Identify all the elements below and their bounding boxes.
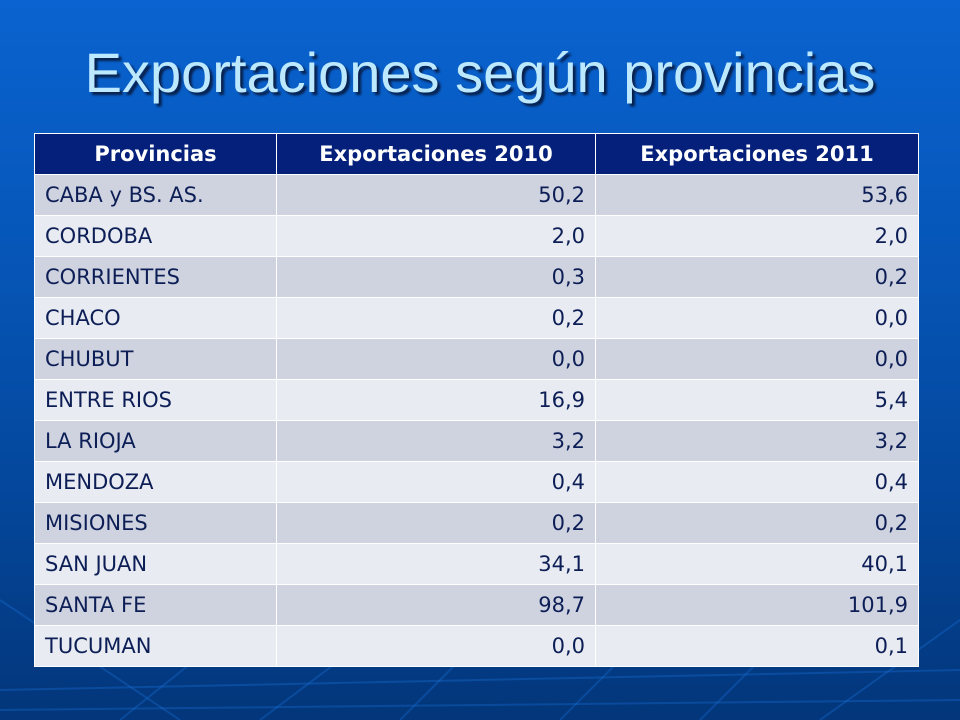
- cell-exp-2011: 0,0: [595, 297, 919, 339]
- cell-exp-2010: 0,2: [276, 297, 596, 339]
- cell-exp-2010: 3,2: [276, 420, 596, 462]
- table-row: CHACO 0,2 0,0: [34, 297, 919, 339]
- table-row: CORRIENTES 0,3 0,2: [34, 256, 919, 298]
- cell-exp-2011: 0,2: [595, 256, 919, 298]
- table-row: MISIONES 0,2 0,2: [34, 502, 919, 544]
- table-row: TUCUMAN 0,0 0,1: [34, 625, 919, 667]
- cell-provincia: TUCUMAN: [34, 625, 277, 667]
- cell-exp-2011: 40,1: [595, 543, 919, 585]
- table-row: SAN JUAN 34,1 40,1: [34, 543, 919, 585]
- cell-exp-2011: 0,4: [595, 461, 919, 503]
- cell-exp-2010: 0,4: [276, 461, 596, 503]
- cell-exp-2011: 53,6: [595, 174, 919, 216]
- cell-exp-2011: 2,0: [595, 215, 919, 257]
- cell-provincia: SANTA FE: [34, 584, 277, 626]
- cell-exp-2011: 0,1: [595, 625, 919, 667]
- cell-exp-2010: 0,0: [276, 625, 596, 667]
- cell-provincia: CORRIENTES: [34, 256, 277, 298]
- cell-exp-2010: 16,9: [276, 379, 596, 421]
- cell-exp-2011: 101,9: [595, 584, 919, 626]
- cell-provincia: LA RIOJA: [34, 420, 277, 462]
- header-exportaciones-2010: Exportaciones 2010: [276, 133, 596, 175]
- cell-provincia: CHACO: [34, 297, 277, 339]
- cell-exp-2010: 0,0: [276, 338, 596, 380]
- cell-provincia: MENDOZA: [34, 461, 277, 503]
- page-title: Exportaciones según provincias: [84, 41, 876, 104]
- header-exportaciones-2011: Exportaciones 2011: [595, 133, 919, 175]
- cell-provincia: SAN JUAN: [34, 543, 277, 585]
- cell-exp-2011: 0,0: [595, 338, 919, 380]
- cell-exp-2010: 50,2: [276, 174, 596, 216]
- table-row: MENDOZA 0,4 0,4: [34, 461, 919, 503]
- exports-table: Provincias Exportaciones 2010 Exportacio…: [34, 133, 919, 667]
- table-row: SANTA FE 98,7 101,9: [34, 584, 919, 626]
- cell-exp-2010: 0,3: [276, 256, 596, 298]
- cell-exp-2010: 34,1: [276, 543, 596, 585]
- header-provincias: Provincias: [34, 133, 277, 175]
- exports-table-container: Provincias Exportaciones 2010 Exportacio…: [34, 133, 919, 667]
- cell-exp-2011: 3,2: [595, 420, 919, 462]
- cell-exp-2010: 2,0: [276, 215, 596, 257]
- table-row: CABA y BS. AS. 50,2 53,6: [34, 174, 919, 216]
- cell-provincia: ENTRE RIOS: [34, 379, 277, 421]
- cell-provincia: CORDOBA: [34, 215, 277, 257]
- cell-exp-2010: 0,2: [276, 502, 596, 544]
- cell-provincia: CHUBUT: [34, 338, 277, 380]
- cell-exp-2011: 0,2: [595, 502, 919, 544]
- cell-exp-2011: 5,4: [595, 379, 919, 421]
- table-row: CORDOBA 2,0 2,0: [34, 215, 919, 257]
- table-row: CHUBUT 0,0 0,0: [34, 338, 919, 380]
- cell-provincia: CABA y BS. AS.: [34, 174, 277, 216]
- table-row: LA RIOJA 3,2 3,2: [34, 420, 919, 462]
- table-header-row: Provincias Exportaciones 2010 Exportacio…: [34, 133, 919, 175]
- cell-exp-2010: 98,7: [276, 584, 596, 626]
- table-row: ENTRE RIOS 16,9 5,4: [34, 379, 919, 421]
- cell-provincia: MISIONES: [34, 502, 277, 544]
